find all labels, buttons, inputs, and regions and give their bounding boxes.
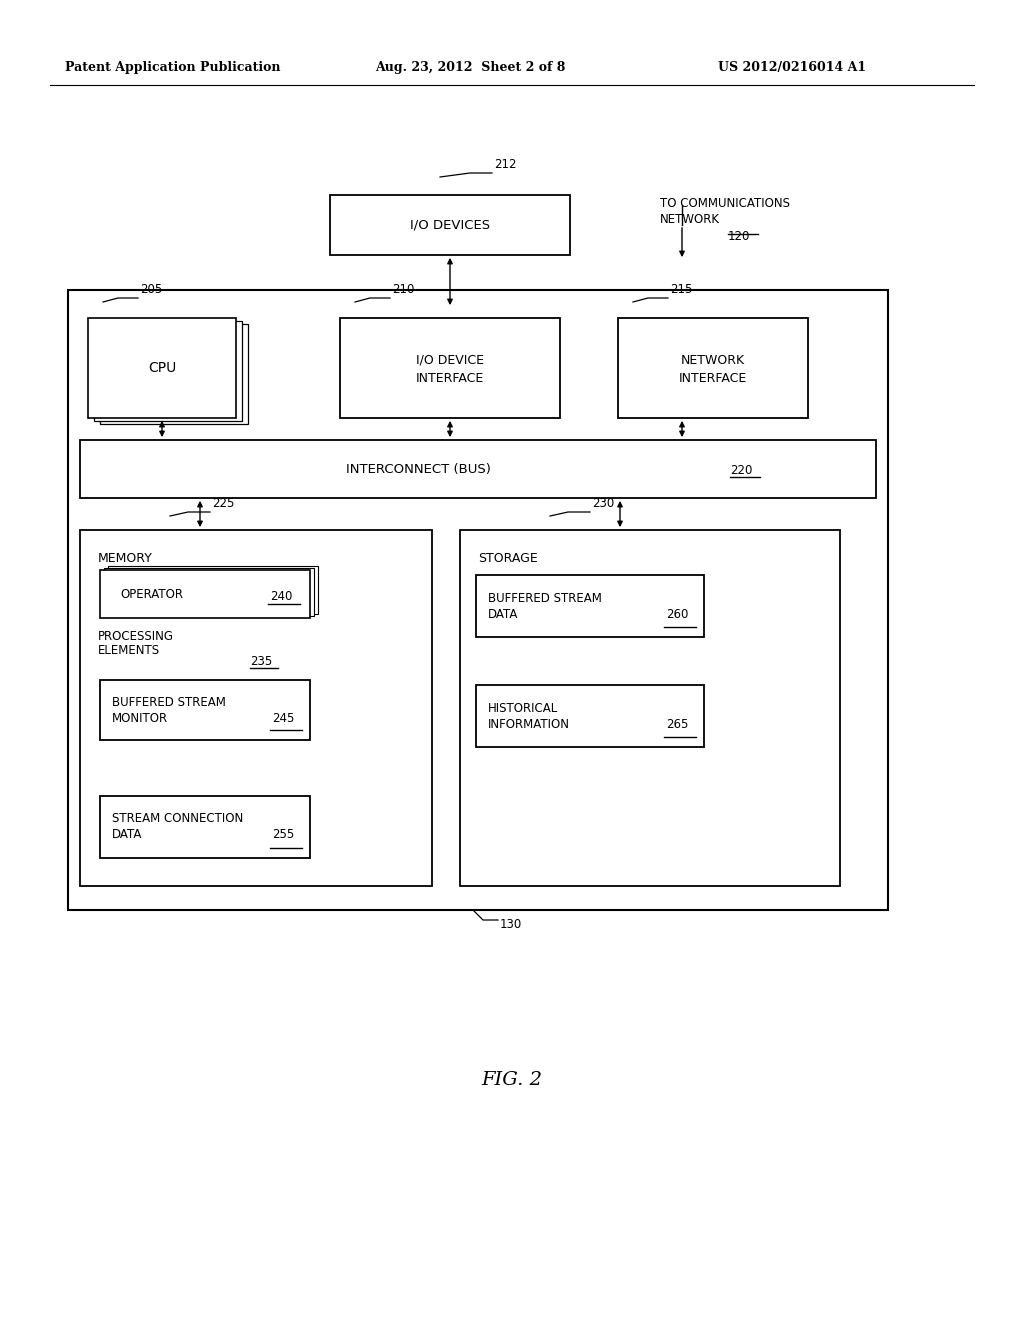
- Text: INTERCONNECT (BUS): INTERCONNECT (BUS): [345, 462, 490, 475]
- Text: INTERFACE: INTERFACE: [416, 371, 484, 384]
- Bar: [100, 796, 310, 858]
- Text: 245: 245: [272, 711, 294, 725]
- Text: I/O DEVICES: I/O DEVICES: [410, 219, 490, 231]
- Bar: [108, 566, 318, 614]
- Bar: [476, 685, 705, 747]
- Text: I/O DEVICE: I/O DEVICE: [416, 354, 484, 367]
- Text: 260: 260: [666, 607, 688, 620]
- Text: 255: 255: [272, 829, 294, 842]
- Text: 205: 205: [140, 282, 162, 296]
- Text: 220: 220: [730, 465, 753, 478]
- Text: 265: 265: [666, 718, 688, 730]
- Text: 120: 120: [728, 230, 751, 243]
- Bar: [80, 440, 876, 498]
- Text: STREAM CONNECTION: STREAM CONNECTION: [112, 813, 244, 825]
- Text: 130: 130: [500, 917, 522, 931]
- Text: ELEMENTS: ELEMENTS: [98, 644, 160, 657]
- Text: MONITOR: MONITOR: [112, 711, 168, 725]
- Text: 235: 235: [250, 655, 272, 668]
- Text: MEMORY: MEMORY: [98, 552, 153, 565]
- Text: Patent Application Publication: Patent Application Publication: [65, 62, 281, 74]
- Text: DATA: DATA: [112, 829, 142, 842]
- Text: INFORMATION: INFORMATION: [488, 718, 570, 730]
- Bar: [340, 318, 560, 418]
- Text: STORAGE: STORAGE: [478, 552, 538, 565]
- Bar: [100, 323, 248, 424]
- Text: HISTORICAL: HISTORICAL: [488, 701, 558, 714]
- Text: 215: 215: [670, 282, 692, 296]
- Bar: [100, 680, 310, 741]
- Bar: [80, 531, 432, 886]
- Bar: [94, 321, 242, 421]
- Bar: [330, 195, 570, 255]
- Text: Aug. 23, 2012  Sheet 2 of 8: Aug. 23, 2012 Sheet 2 of 8: [375, 62, 565, 74]
- Text: TO COMMUNICATIONS: TO COMMUNICATIONS: [660, 197, 790, 210]
- Bar: [476, 576, 705, 638]
- Text: 225: 225: [212, 498, 234, 510]
- Text: 240: 240: [270, 590, 293, 602]
- Text: 210: 210: [392, 282, 415, 296]
- Bar: [88, 318, 236, 418]
- Text: US 2012/0216014 A1: US 2012/0216014 A1: [718, 62, 866, 74]
- Text: NETWORK: NETWORK: [660, 213, 720, 226]
- Text: BUFFERED STREAM: BUFFERED STREAM: [112, 696, 226, 709]
- Text: DATA: DATA: [488, 607, 518, 620]
- Text: FIG. 2: FIG. 2: [481, 1071, 543, 1089]
- Bar: [618, 318, 808, 418]
- Text: OPERATOR: OPERATOR: [120, 587, 183, 601]
- Bar: [68, 290, 888, 909]
- Text: 230: 230: [592, 498, 614, 510]
- Text: BUFFERED STREAM: BUFFERED STREAM: [488, 591, 602, 605]
- Bar: [460, 531, 840, 886]
- Bar: [100, 570, 310, 618]
- Text: CPU: CPU: [147, 360, 176, 375]
- Text: 212: 212: [494, 158, 516, 172]
- Text: NETWORK: NETWORK: [681, 354, 745, 367]
- Text: INTERFACE: INTERFACE: [679, 371, 748, 384]
- Text: PROCESSING: PROCESSING: [98, 630, 174, 643]
- Bar: [104, 568, 314, 616]
